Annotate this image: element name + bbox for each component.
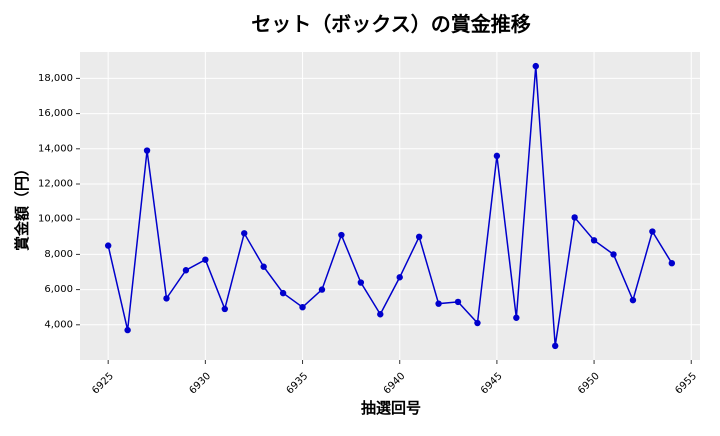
chart-title: セット（ボックス）の賞金推移: [251, 12, 530, 36]
y-tick-label: 8,000: [44, 249, 73, 260]
data-point: [532, 62, 539, 70]
x-tick-label: 6945: [479, 371, 505, 397]
data-point: [318, 286, 326, 293]
data-point: [260, 263, 267, 270]
data-series: [104, 62, 676, 350]
x-tick-label: 6955: [673, 371, 699, 397]
y-tick-label: 6,000: [44, 284, 73, 295]
data-point: [396, 274, 403, 281]
data-point: [649, 228, 656, 235]
data-point: [668, 260, 676, 267]
data-point: [338, 231, 345, 239]
data-point: [279, 289, 287, 297]
data-point: [241, 230, 248, 237]
data-point: [454, 298, 462, 306]
x-tick-label: 6950: [576, 371, 602, 397]
y-tick-label: 14,000: [38, 143, 73, 154]
data-point: [629, 296, 637, 304]
data-point: [182, 267, 190, 274]
x-tick-label: 6940: [382, 371, 408, 397]
data-point: [357, 279, 365, 286]
y-tick-label: 10,000: [38, 214, 73, 225]
x-tick-label: 6930: [187, 371, 213, 397]
data-point: [124, 326, 131, 334]
plot-area: [80, 52, 700, 360]
x-tick-label: 6935: [285, 371, 311, 397]
data-point: [163, 295, 170, 302]
x-axis-label: 抽選回号: [361, 399, 421, 417]
data-point: [202, 256, 209, 263]
data-point: [493, 152, 501, 160]
data-point: [474, 319, 481, 327]
data-point: [610, 251, 617, 258]
grid-lines: [80, 52, 700, 360]
data-point: [571, 214, 578, 221]
y-tick-label: 4,000: [44, 319, 73, 330]
data-point: [552, 342, 559, 350]
data-point: [143, 147, 151, 154]
y-axis-label: 賞金額（円）: [13, 161, 31, 251]
data-point: [435, 300, 442, 307]
data-point: [415, 233, 423, 240]
y-tick-label: 12,000: [38, 179, 73, 190]
x-axis-ticks: 6925 6930 6935 6940 6945 6950 6955: [90, 360, 699, 396]
series-line: [107, 66, 673, 347]
data-point: [104, 242, 112, 249]
data-point: [513, 314, 520, 321]
x-tick-label: 6925: [90, 371, 116, 397]
data-point: [590, 237, 598, 244]
data-point: [221, 305, 228, 313]
y-tick-label: 16,000: [38, 108, 73, 119]
data-point: [299, 304, 306, 311]
data-point: [377, 311, 384, 318]
y-axis-ticks: 4,000 6,000 8,000 10,000 12,000 14,000 16,000 1…: [38, 73, 80, 330]
y-tick-label: 18,000: [38, 73, 73, 84]
